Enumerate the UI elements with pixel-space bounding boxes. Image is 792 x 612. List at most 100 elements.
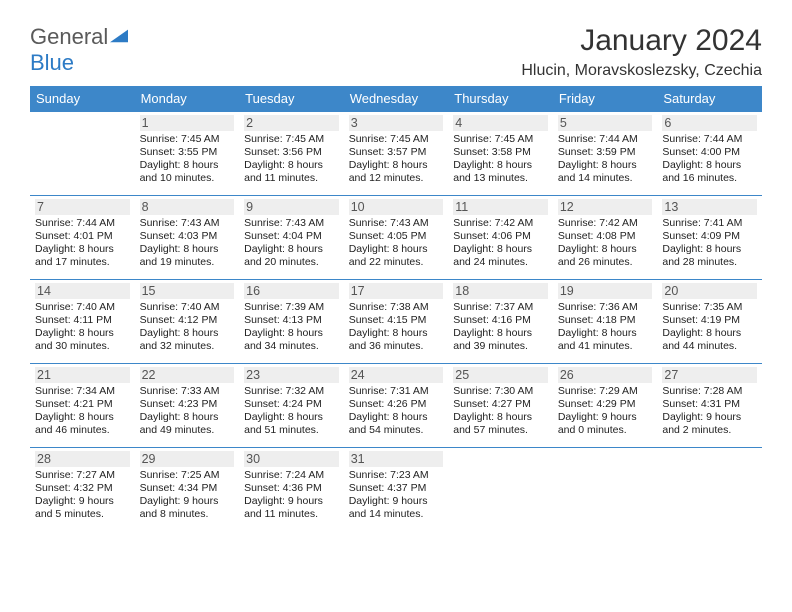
week-row: 21 Sunrise: 7:34 AMSunset: 4:21 PMDayligh… xyxy=(30,364,762,448)
day-info: Sunrise: 7:40 AMSunset: 4:11 PMDaylight:… xyxy=(35,301,130,354)
day-number: 24 xyxy=(349,367,444,383)
day-cell: 29 Sunrise: 7:25 AMSunset: 4:34 PMDayligh… xyxy=(135,448,240,532)
day-cell: 19 Sunrise: 7:36 AMSunset: 4:18 PMDayligh… xyxy=(553,280,658,364)
day-number: 16 xyxy=(244,283,339,299)
day-info: Sunrise: 7:45 AMSunset: 3:57 PMDaylight:… xyxy=(349,133,444,186)
day-info: Sunrise: 7:32 AMSunset: 4:24 PMDaylight:… xyxy=(244,385,339,438)
day-cell: 15Sunrise: 7:40 AMSunset: 4:12 PMDayligh… xyxy=(135,280,240,364)
day-number: 29 xyxy=(140,451,235,467)
day-cell xyxy=(657,448,762,532)
day-cell: 28 Sunrise: 7:27 AMSunset: 4:32 PMDayligh… xyxy=(30,448,135,532)
day-number: 31 xyxy=(349,451,444,467)
day-number: 5 xyxy=(558,115,653,131)
day-cell: 9Sunrise: 7:43 AMSunset: 4:04 PMDaylight… xyxy=(239,196,344,280)
day-number: 30 xyxy=(244,451,339,467)
logo: General Blue xyxy=(30,24,130,76)
day-info: Sunrise: 7:44 AMSunset: 4:00 PMDaylight:… xyxy=(662,133,757,186)
day-info: Sunrise: 7:31 AMSunset: 4:26 PMDaylight:… xyxy=(349,385,444,438)
day-number: 2 xyxy=(244,115,339,131)
day-info: Sunrise: 7:35 AMSunset: 4:19 PMDaylight:… xyxy=(662,301,757,354)
weekday-header: Sunday xyxy=(30,86,135,112)
day-cell: 11 Sunrise: 7:42 AMSunset: 4:06 PMDayligh… xyxy=(448,196,553,280)
day-cell: 5 Sunrise: 7:44 AMSunset: 3:59 PMDaylight… xyxy=(553,112,658,196)
day-number: 21 xyxy=(35,367,130,383)
day-info: Sunrise: 7:30 AMSunset: 4:27 PMDaylight:… xyxy=(453,385,548,438)
day-info: Sunrise: 7:41 AMSunset: 4:09 PMDaylight:… xyxy=(662,217,757,270)
day-cell: 13 Sunrise: 7:41 AMSunset: 4:09 PMDayligh… xyxy=(657,196,762,280)
day-info: Sunrise: 7:43 AMSunset: 4:03 PMDaylight:… xyxy=(140,217,235,270)
day-cell: 16 Sunrise: 7:39 AMSunset: 4:13 PMDayligh… xyxy=(239,280,344,364)
day-info: Sunrise: 7:42 AMSunset: 4:08 PMDaylight:… xyxy=(558,217,653,270)
page-title: January 2024 xyxy=(521,24,762,58)
day-number: 27 xyxy=(662,367,757,383)
weekday-header: Monday xyxy=(135,86,240,112)
day-info: Sunrise: 7:29 AMSunset: 4:29 PMDaylight:… xyxy=(558,385,653,438)
day-cell: 22Sunrise: 7:33 AMSunset: 4:23 PMDayligh… xyxy=(135,364,240,448)
weekday-header: Wednesday xyxy=(344,86,449,112)
calendar-table: SundayMondayTuesdayWednesdayThursdayFrid… xyxy=(30,86,762,532)
day-cell: 21 Sunrise: 7:34 AMSunset: 4:21 PMDayligh… xyxy=(30,364,135,448)
day-number: 23 xyxy=(244,367,339,383)
calendar-head: SundayMondayTuesdayWednesdayThursdayFrid… xyxy=(30,86,762,112)
day-info: Sunrise: 7:39 AMSunset: 4:13 PMDaylight:… xyxy=(244,301,339,354)
day-cell: 14Sunrise: 7:40 AMSunset: 4:11 PMDayligh… xyxy=(30,280,135,364)
day-number: 17 xyxy=(349,283,444,299)
day-info: Sunrise: 7:34 AMSunset: 4:21 PMDaylight:… xyxy=(35,385,130,438)
day-cell: 8Sunrise: 7:43 AMSunset: 4:03 PMDaylight… xyxy=(135,196,240,280)
day-info: Sunrise: 7:27 AMSunset: 4:32 PMDaylight:… xyxy=(35,469,130,522)
day-cell: 1Sunrise: 7:45 AMSunset: 3:55 PMDaylight… xyxy=(135,112,240,196)
day-cell: 24 Sunrise: 7:31 AMSunset: 4:26 PMDayligh… xyxy=(344,364,449,448)
title-block: January 2024 Hlucin, Moravskoslezsky, Cz… xyxy=(521,24,762,80)
day-cell xyxy=(30,112,135,196)
weekday-header: Saturday xyxy=(657,86,762,112)
weekday-header: Tuesday xyxy=(239,86,344,112)
day-cell: 3Sunrise: 7:45 AMSunset: 3:57 PMDaylight… xyxy=(344,112,449,196)
logo-word2: Blue xyxy=(30,50,74,75)
day-number: 28 xyxy=(35,451,130,467)
day-cell: 25 Sunrise: 7:30 AMSunset: 4:27 PMDayligh… xyxy=(448,364,553,448)
day-number: 11 xyxy=(453,199,548,215)
day-info: Sunrise: 7:28 AMSunset: 4:31 PMDaylight:… xyxy=(662,385,757,438)
day-number: 13 xyxy=(662,199,757,215)
weekday-header: Thursday xyxy=(448,86,553,112)
day-number: 19 xyxy=(558,283,653,299)
day-number: 18 xyxy=(453,283,548,299)
day-cell: 4Sunrise: 7:45 AMSunset: 3:58 PMDaylight… xyxy=(448,112,553,196)
day-info: Sunrise: 7:40 AMSunset: 4:12 PMDaylight:… xyxy=(140,301,235,354)
day-number: 22 xyxy=(140,367,235,383)
day-cell: 20 Sunrise: 7:35 AMSunset: 4:19 PMDayligh… xyxy=(657,280,762,364)
day-number: 26 xyxy=(558,367,653,383)
day-cell: 23 Sunrise: 7:32 AMSunset: 4:24 PMDayligh… xyxy=(239,364,344,448)
day-cell xyxy=(553,448,658,532)
day-number: 10 xyxy=(349,199,444,215)
day-cell: 31Sunrise: 7:23 AMSunset: 4:37 PMDayligh… xyxy=(344,448,449,532)
day-info: Sunrise: 7:37 AMSunset: 4:16 PMDaylight:… xyxy=(453,301,548,354)
week-row: 7 Sunrise: 7:44 AMSunset: 4:01 PMDaylight… xyxy=(30,196,762,280)
day-cell: 10 Sunrise: 7:43 AMSunset: 4:05 PMDayligh… xyxy=(344,196,449,280)
day-info: Sunrise: 7:38 AMSunset: 4:15 PMDaylight:… xyxy=(349,301,444,354)
day-info: Sunrise: 7:45 AMSunset: 3:56 PMDaylight:… xyxy=(244,133,339,186)
day-info: Sunrise: 7:36 AMSunset: 4:18 PMDaylight:… xyxy=(558,301,653,354)
day-number: 7 xyxy=(35,199,130,215)
day-cell: 27 Sunrise: 7:28 AMSunset: 4:31 PMDayligh… xyxy=(657,364,762,448)
day-info: Sunrise: 7:44 AMSunset: 3:59 PMDaylight:… xyxy=(558,133,653,186)
day-info: Sunrise: 7:43 AMSunset: 4:05 PMDaylight:… xyxy=(349,217,444,270)
day-number: 20 xyxy=(662,283,757,299)
week-row: 28 Sunrise: 7:27 AMSunset: 4:32 PMDayligh… xyxy=(30,448,762,532)
week-row: 1Sunrise: 7:45 AMSunset: 3:55 PMDaylight… xyxy=(30,112,762,196)
logo-triangle-icon xyxy=(108,26,130,44)
location: Hlucin, Moravskoslezsky, Czechia xyxy=(521,62,762,80)
day-info: Sunrise: 7:42 AMSunset: 4:06 PMDaylight:… xyxy=(453,217,548,270)
weekday-header: Friday xyxy=(553,86,658,112)
day-info: Sunrise: 7:45 AMSunset: 3:55 PMDaylight:… xyxy=(140,133,235,186)
day-number: 25 xyxy=(453,367,548,383)
day-number: 12 xyxy=(558,199,653,215)
week-row: 14Sunrise: 7:40 AMSunset: 4:11 PMDayligh… xyxy=(30,280,762,364)
day-info: Sunrise: 7:44 AMSunset: 4:01 PMDaylight:… xyxy=(35,217,130,270)
calendar-body: 1Sunrise: 7:45 AMSunset: 3:55 PMDaylight… xyxy=(30,112,762,532)
day-cell: 7 Sunrise: 7:44 AMSunset: 4:01 PMDaylight… xyxy=(30,196,135,280)
day-number: 6 xyxy=(662,115,757,131)
day-info: Sunrise: 7:43 AMSunset: 4:04 PMDaylight:… xyxy=(244,217,339,270)
day-info: Sunrise: 7:25 AMSunset: 4:34 PMDaylight:… xyxy=(140,469,235,522)
day-cell: 26 Sunrise: 7:29 AMSunset: 4:29 PMDayligh… xyxy=(553,364,658,448)
